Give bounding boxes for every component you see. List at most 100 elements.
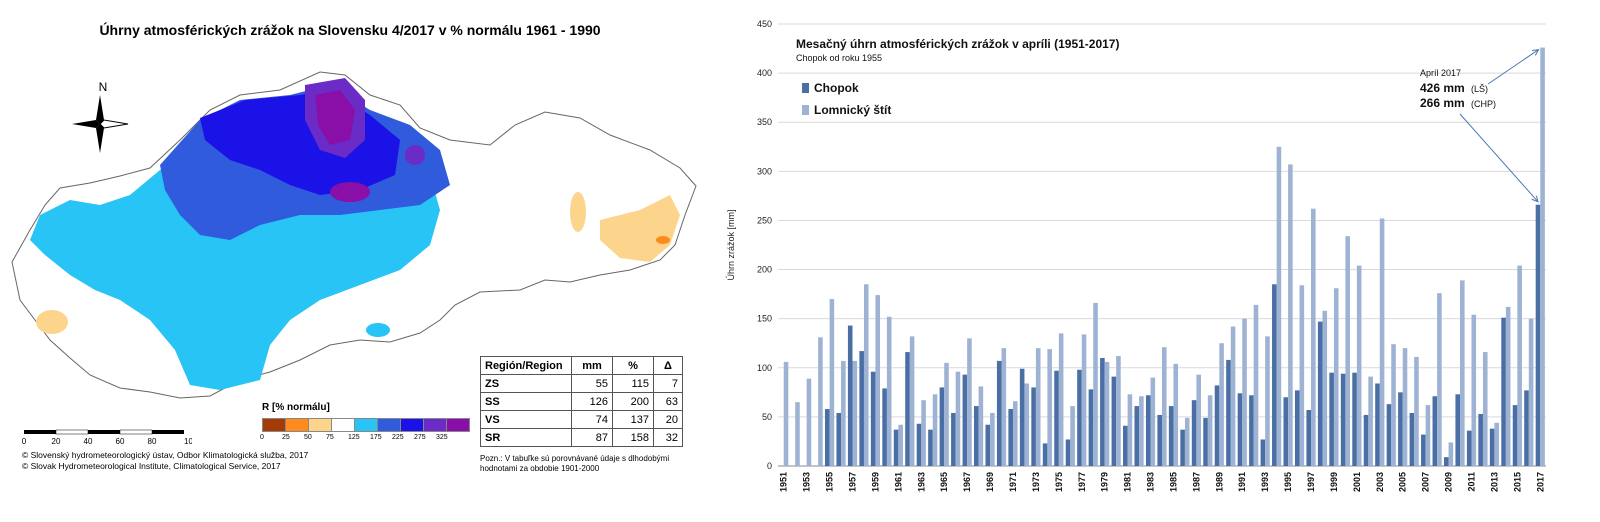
- bar-chart: 0 50 100 150 200 250 300 350 400 450 Úhrn zrážok […: [726, 19, 1546, 492]
- bar-lomnicky-stit: [1162, 347, 1167, 466]
- x-tick-label: 2003: [1375, 472, 1385, 492]
- bar-lomnicky-stit: [1368, 376, 1373, 466]
- chart-subtitle: Chopok od roku 1955: [796, 53, 882, 63]
- annotation-value-ls: 426 mm: [1420, 81, 1465, 95]
- bar-lomnicky-stit: [1058, 333, 1064, 466]
- bar-lomnicky-stit: [795, 402, 800, 466]
- y-tick-label: 0: [767, 461, 772, 471]
- cell-delta: 63: [653, 392, 683, 411]
- x-tick-label: 1995: [1283, 472, 1293, 492]
- bar-chopok: [1272, 284, 1277, 466]
- y-tick-label: 100: [757, 363, 772, 373]
- bar-chopok: [996, 360, 1002, 466]
- x-tick-label: 1991: [1237, 472, 1247, 492]
- legend-tick-label: 0: [260, 434, 264, 441]
- x-tick-label: 1999: [1329, 472, 1339, 492]
- legend-swatch: [446, 418, 470, 432]
- legend-swatch: [423, 418, 446, 432]
- bar-chopok: [1214, 385, 1220, 466]
- north-label: N: [99, 80, 108, 94]
- x-tick-label: 1985: [1168, 472, 1178, 492]
- legend-title: R [% normálu]: [262, 402, 330, 413]
- header-mm: mm: [571, 356, 613, 375]
- bar-lomnicky-stit: [967, 338, 972, 466]
- cell-region: VS: [480, 410, 572, 429]
- legend-tick-label: 25: [282, 434, 290, 441]
- bar-chopok: [1123, 425, 1128, 466]
- x-tick-label: 1969: [985, 472, 995, 492]
- bar-chart-panel: 0 50 100 150 200 250 300 350 400 450 Úhrn zrážok […: [720, 0, 1600, 517]
- bar-lomnicky-stit: [1460, 280, 1465, 466]
- scale-bar: 0 20 40 60 80 100 km: [22, 428, 211, 452]
- x-tick-label: 1957: [848, 472, 858, 492]
- bar-chopok: [905, 352, 910, 466]
- cell-delta: 32: [653, 428, 683, 447]
- bar-lomnicky-stit: [806, 378, 812, 466]
- bar-lomnicky-stit: [1276, 146, 1282, 466]
- bar-chopok: [1088, 389, 1094, 466]
- x-tick-label: 2009: [1444, 472, 1454, 492]
- bar-chopok: [1226, 359, 1231, 466]
- bar-lomnicky-stit: [955, 371, 961, 466]
- bar-chopok: [1409, 412, 1415, 466]
- bar-chopok: [1455, 394, 1461, 466]
- annotation-value-chp: 266 mm: [1420, 96, 1465, 110]
- bar-lomnicky-stit: [1288, 164, 1293, 467]
- bar-chopok: [1535, 204, 1541, 466]
- copyright-sk: © Slovenský hydrometeorologický ústav, O…: [22, 450, 309, 460]
- bar-lomnicky-stit: [1104, 361, 1110, 466]
- bar-lomnicky-stit: [841, 360, 846, 466]
- bar-lomnicky-stit: [1322, 310, 1328, 466]
- bar-lomnicky-stit: [1494, 422, 1500, 466]
- bar-chopok: [1008, 409, 1013, 466]
- bar-lomnicky-stit: [1345, 236, 1350, 466]
- bar-lomnicky-stit: [1482, 352, 1488, 466]
- bar-lomnicky-stit: [1173, 363, 1179, 466]
- x-tick-label: 1953: [802, 472, 812, 492]
- bar-chopok: [916, 423, 922, 466]
- bar-chopok: [1191, 400, 1197, 466]
- bar-lomnicky-stit: [1402, 348, 1408, 466]
- bar-lomnicky-stit: [783, 361, 789, 466]
- bar-chopok: [1329, 372, 1334, 466]
- bar-lomnicky-stit: [875, 295, 881, 466]
- x-tick-label: 1993: [1260, 472, 1270, 492]
- y-tick-label: 50: [762, 412, 772, 422]
- bar-chopok: [1340, 373, 1346, 466]
- legend-color-bar: [262, 418, 470, 432]
- bar-chopok: [870, 371, 876, 466]
- bar-chopok: [1065, 439, 1071, 466]
- scale-label: 20: [52, 437, 61, 446]
- x-tick-label: 2005: [1398, 472, 1408, 492]
- bar-chopok: [1157, 414, 1162, 466]
- x-tick-label: 1979: [1100, 472, 1110, 492]
- bar-lomnicky-stit: [1230, 326, 1236, 466]
- x-tick-label: 1971: [1008, 472, 1018, 492]
- bar-lomnicky-stit: [1207, 395, 1213, 466]
- bar-chopok: [824, 409, 830, 466]
- bar-lomnicky-stit: [1070, 406, 1075, 466]
- legend-label-lomnicky-stit: Lomnický štít: [814, 103, 891, 117]
- legend-swatch: [377, 418, 400, 432]
- bar-lomnicky-stit: [1242, 318, 1247, 466]
- bar-chopok: [1168, 406, 1174, 466]
- bar-lomnicky-stit: [863, 284, 869, 466]
- legend-ticks: 0 25 50 75 125 175 225 275 325: [260, 434, 492, 444]
- bar-lomnicky-stit: [829, 299, 835, 466]
- bar-chopok: [1203, 417, 1208, 466]
- bar-chopok: [1145, 395, 1151, 466]
- x-tick-label: 2007: [1421, 472, 1431, 492]
- bar-chopok: [1260, 439, 1266, 466]
- bar-lomnicky-stit: [1253, 304, 1259, 466]
- bar-chopok: [951, 412, 956, 466]
- bar-chopok: [939, 387, 945, 466]
- x-tick-label: 1951: [779, 472, 789, 492]
- legend-tick-label: 50: [304, 434, 312, 441]
- x-tick-label: 1975: [1054, 472, 1064, 492]
- bar-lomnicky-stit: [1471, 314, 1477, 466]
- bar-lomnicky-stit: [978, 386, 984, 466]
- table-row: VS 74 137 20: [480, 410, 683, 429]
- bar-lomnicky-stit: [944, 362, 949, 466]
- x-tick-label: 1983: [1146, 472, 1156, 492]
- bar-lomnicky-stit: [932, 394, 938, 466]
